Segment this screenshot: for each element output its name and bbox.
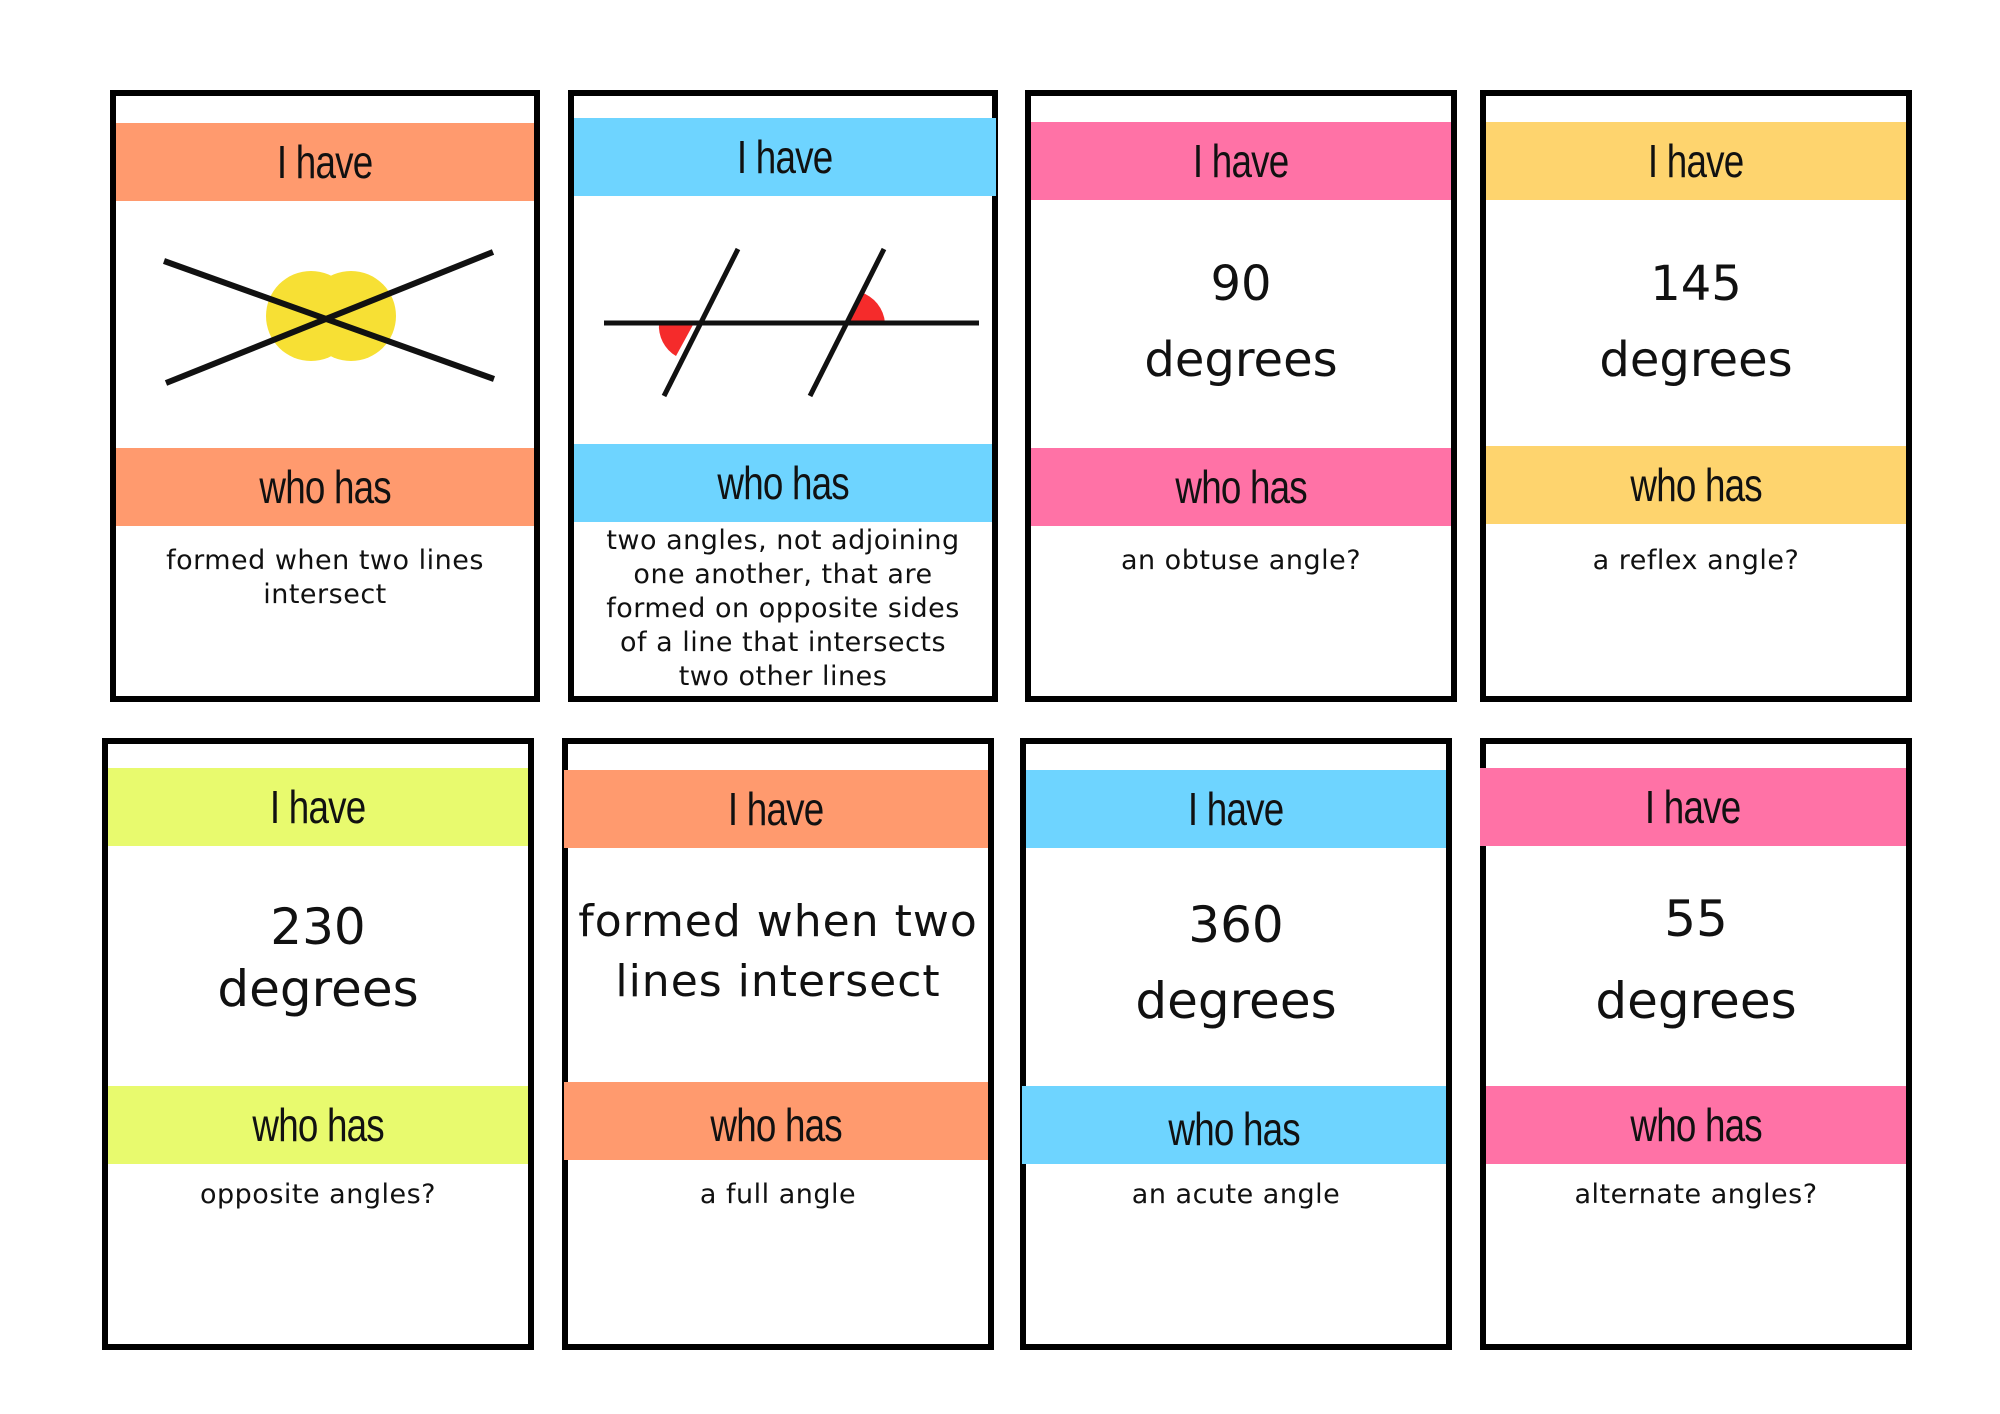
answer-line-1: 360 bbox=[1188, 896, 1284, 954]
who-has-band: who has bbox=[1486, 446, 1906, 524]
i-have-label: I have bbox=[1648, 135, 1744, 187]
who-has-band: who has bbox=[564, 1082, 988, 1160]
bingo-card-2: I have who has two angles, not adjoining… bbox=[568, 90, 998, 702]
bingo-card-3: I have 90 degrees who has an obtuse angl… bbox=[1025, 90, 1457, 702]
bingo-card-8: I have 55 degrees who has alternate angl… bbox=[1480, 738, 1912, 1350]
intersecting-lines-opposite-angles-icon bbox=[162, 249, 496, 386]
who-has-label: who has bbox=[710, 1099, 842, 1151]
i-have-band: I have bbox=[1031, 122, 1451, 200]
transversal-right bbox=[807, 247, 887, 398]
who-has-band: who has bbox=[1031, 448, 1451, 526]
answer-line-1: 145 bbox=[1650, 256, 1742, 312]
clue-text: a reflex angle? bbox=[1592, 545, 1800, 576]
who-has-label: who has bbox=[1630, 459, 1762, 511]
who-has-band: who has bbox=[116, 448, 534, 526]
answer-line-2: degrees bbox=[1599, 332, 1793, 388]
who-has-band: who has bbox=[1486, 1086, 1906, 1164]
who-has-band: who has bbox=[1022, 1086, 1446, 1164]
i-have-band: I have bbox=[574, 118, 996, 196]
i-have-label: I have bbox=[270, 781, 366, 833]
answer-line-1: 55 bbox=[1664, 890, 1728, 948]
who-has-band: who has bbox=[108, 1086, 528, 1164]
line-b bbox=[164, 249, 495, 386]
i-have-label: I have bbox=[1193, 135, 1289, 187]
i-have-band: I have bbox=[1480, 768, 1906, 846]
i-have-band: I have bbox=[1486, 122, 1906, 200]
bingo-card-5: I have 230 degrees who has opposite angl… bbox=[102, 738, 534, 1350]
who-has-label: who has bbox=[1630, 1099, 1762, 1151]
clue-text: formed when two lines intersect bbox=[166, 545, 484, 610]
clue-text: two angles, not adjoining one another, t… bbox=[606, 525, 960, 692]
answer-line-2: degrees bbox=[1595, 972, 1797, 1030]
answer-line-2: degrees bbox=[1144, 332, 1338, 388]
i-have-label: I have bbox=[1645, 781, 1741, 833]
answer-line-2: lines intersect bbox=[615, 956, 941, 1007]
clue-text: opposite angles? bbox=[200, 1179, 436, 1210]
clue-text: a full angle bbox=[699, 1179, 857, 1210]
answer-line-2: degrees bbox=[1135, 972, 1337, 1030]
answer-line-1: 230 bbox=[270, 898, 366, 956]
i-have-label: I have bbox=[1188, 783, 1284, 835]
i-have-band: I have bbox=[116, 123, 534, 201]
bingo-card-7: I have 360 degrees who has an acute angl… bbox=[1020, 738, 1452, 1350]
i-have-band: I have bbox=[564, 770, 988, 848]
i-have-band: I have bbox=[1026, 770, 1446, 848]
who-has-band: who has bbox=[574, 444, 992, 522]
clue-text: an acute angle bbox=[1131, 1179, 1341, 1210]
clue-text: alternate angles? bbox=[1574, 1179, 1818, 1210]
i-have-label: I have bbox=[737, 131, 833, 183]
alternate-angle-highlight-left bbox=[658, 323, 694, 356]
answer-line-2: degrees bbox=[217, 960, 419, 1018]
clue-text: an obtuse angle? bbox=[1120, 545, 1362, 576]
bingo-card-1: I have who has formed when two lines int… bbox=[110, 90, 540, 702]
parallel-transversal-alternate-angles-icon bbox=[604, 247, 979, 398]
bingo-card-4: I have 145 degrees who has a reflex angl… bbox=[1480, 90, 1912, 702]
transversal-left bbox=[661, 247, 741, 398]
who-has-label: who has bbox=[717, 457, 849, 509]
answer-line-1: formed when two bbox=[578, 896, 978, 947]
who-has-label: who has bbox=[1175, 461, 1307, 513]
i-have-label: I have bbox=[728, 783, 824, 835]
i-have-label: I have bbox=[277, 136, 373, 188]
answer-line-1: 90 bbox=[1210, 256, 1272, 312]
bingo-card-6: I have formed when two lines intersect w… bbox=[562, 738, 994, 1350]
who-has-label: who has bbox=[1168, 1103, 1300, 1155]
who-has-label: who has bbox=[252, 1099, 384, 1151]
who-has-label: who has bbox=[259, 461, 391, 513]
i-have-band: I have bbox=[108, 768, 528, 846]
